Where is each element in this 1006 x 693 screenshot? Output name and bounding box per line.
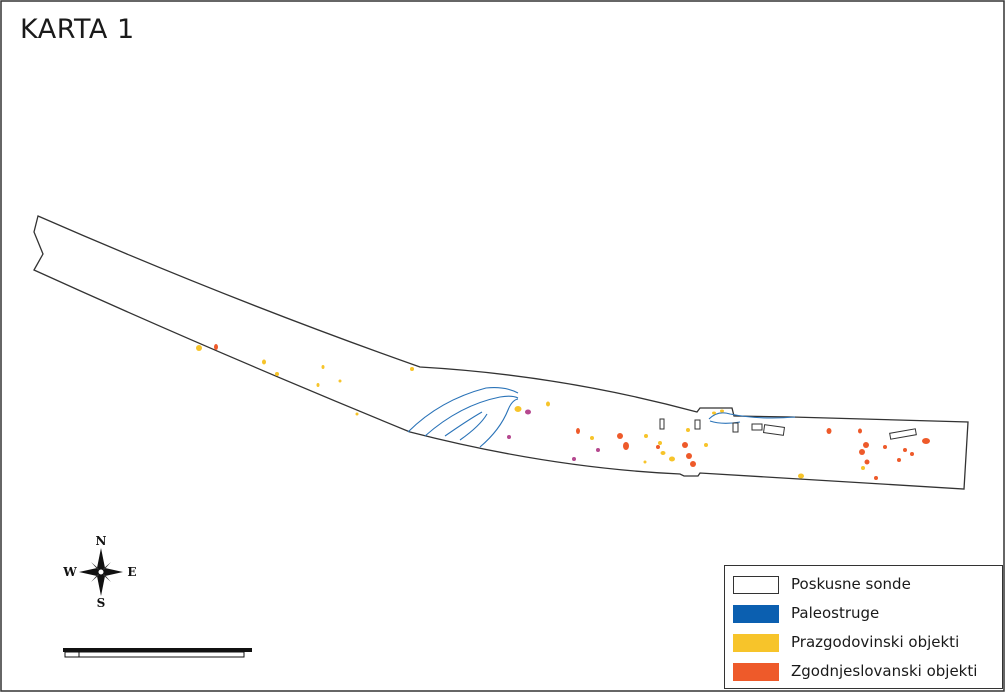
legend-swatch-prehistoric [733, 634, 779, 652]
legend-label: Zgodnjeslovanski objekti [791, 662, 978, 680]
map-title: KARTA 1 [20, 14, 135, 45]
trial-sondes [659, 418, 917, 440]
purple-features [507, 409, 600, 461]
compass-rose: N S E W [62, 534, 136, 610]
compass-label-n: N [96, 534, 107, 548]
map-legend: Poskusne sonde Paleostruge Prazgodovinsk… [724, 565, 1003, 689]
prehistoric-features [196, 345, 865, 479]
legend-swatch-trial-sondes [733, 576, 779, 594]
compass-label-e: E [127, 565, 136, 579]
paleochannels [407, 387, 796, 448]
legend-label: Prazgodovinski objekti [791, 633, 960, 651]
legend-swatch-paleochannels [733, 605, 779, 623]
legend-item-paleochannels: Paleostruge [729, 603, 999, 625]
scale-bar [63, 648, 252, 658]
compass-needle-south [97, 572, 105, 596]
legend-item-prehistoric: Prazgodovinski objekti [729, 632, 999, 654]
compass-needle-east [101, 568, 123, 576]
legend-item-trial-sondes: Poskusne sonde [729, 574, 999, 596]
compass-needle-west [79, 568, 101, 576]
legend-label: Poskusne sonde [791, 575, 911, 593]
compass-label-w: W [62, 565, 77, 579]
early-slavic-features [214, 344, 930, 480]
legend-label: Paleostruge [791, 604, 880, 622]
compass-needle-north [97, 548, 105, 572]
trench-corridor-outline [33, 215, 969, 490]
legend-swatch-early-slavic [733, 663, 779, 681]
legend-item-early-slavic: Zgodnjeslovanski objekti [729, 661, 999, 683]
compass-label-s: S [97, 596, 106, 610]
